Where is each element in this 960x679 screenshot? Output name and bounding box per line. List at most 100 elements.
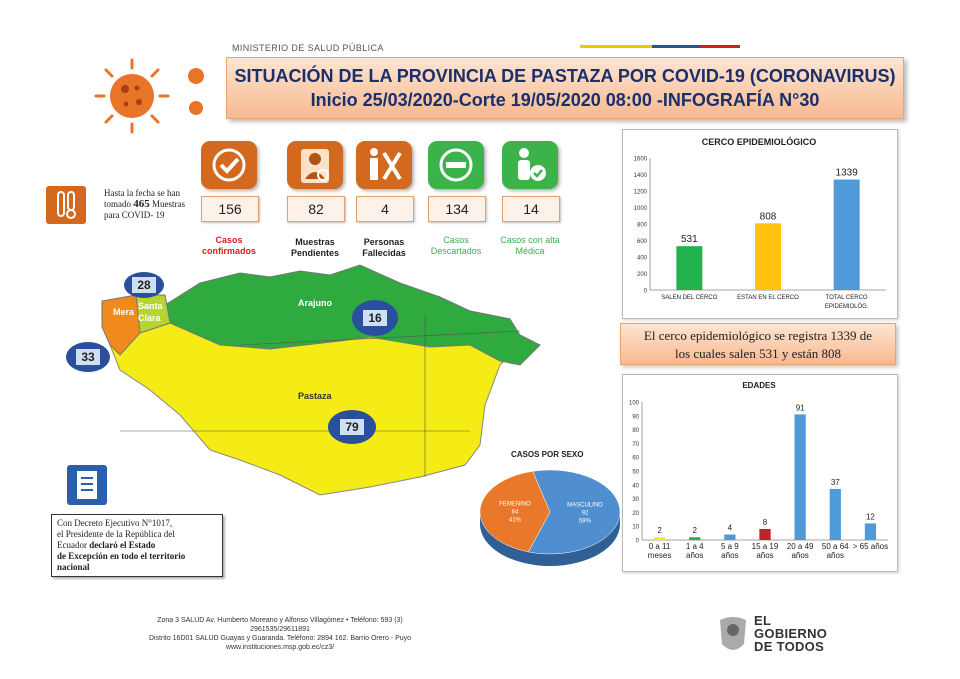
x-tick-label: 20 a 49 <box>787 542 814 551</box>
footer-contact: Zona 3 SALUD Av. Humberto Moreano y Alfo… <box>148 617 412 651</box>
map-label-santa-clara: Santa Clara <box>138 301 163 323</box>
data-label: 531 <box>681 234 698 245</box>
title-banner: SITUACIÓN DE LA PROVINCIA DE PASTAZA POR… <box>226 57 904 119</box>
x-tick-label: años <box>827 551 844 560</box>
x-tick-label: > 65 años <box>853 542 888 551</box>
y-tick-label: 800 <box>637 223 648 229</box>
y-tick-label: 1600 <box>634 157 648 163</box>
pie-percent: 59% <box>579 519 592 525</box>
data-label: 4 <box>728 523 733 532</box>
pie-label: MASCULINO <box>567 503 603 509</box>
y-tick-label: 70 <box>632 442 639 448</box>
cerco-bar-chart: 0 200 400 600 800 1000 1200 1400 1600 531 SALEN DE… <box>634 157 886 310</box>
flag-stripe <box>580 45 740 48</box>
y-tick-label: 1400 <box>634 173 648 179</box>
person-cross-icon <box>356 141 412 189</box>
tests-suffix: Muestras para COVID- 19 <box>104 199 185 220</box>
y-tick-label: 1200 <box>634 190 648 196</box>
x-tick-label: años <box>756 551 773 560</box>
ages-chart-title: EDADES <box>742 381 776 390</box>
discharge-icon <box>502 141 558 189</box>
stat-discarded-label: Casos Descartados <box>430 235 482 256</box>
stat-confirmed-label: Casos confirmados <box>201 235 256 256</box>
y-tick-label: 0 <box>636 539 640 545</box>
x-tick-label: 5 a 9 <box>721 542 739 551</box>
y-tick-label: 100 <box>629 401 640 407</box>
x-tick-label: TOTAL CERCO <box>826 295 868 301</box>
x-tick-label: 50 a 64 <box>822 542 849 551</box>
stat-discharged-value: 14 <box>502 196 560 222</box>
y-tick-label: 90 <box>632 414 639 420</box>
data-label: 12 <box>866 512 875 521</box>
x-tick-label: años <box>686 551 703 560</box>
y-tick-label: 40 <box>632 483 639 489</box>
map-label-pastaza: Pastaza <box>298 391 332 401</box>
map-label-mera: Mera <box>113 307 135 317</box>
bubble-pastaza: 79 <box>328 410 376 444</box>
data-label: 2 <box>657 526 662 535</box>
ministry-name: MINISTERIO DE SALUD PÚBLICA <box>232 43 384 53</box>
bar <box>755 223 781 290</box>
check-icon <box>201 141 257 189</box>
tests-taken-text: Hasta la fecha se han tomado 465 Muestra… <box>104 188 196 221</box>
x-tick-label: EPIDEMIOLÓG. <box>825 303 869 310</box>
y-tick-label: 20 <box>632 511 639 517</box>
bar <box>724 534 736 540</box>
y-tick-label: 400 <box>637 256 648 262</box>
stat-deceased-label: Personas Fallecidas <box>362 237 406 258</box>
pie-slice <box>527 469 621 555</box>
coat-of-arms-icon <box>716 614 750 656</box>
page-title: SITUACIÓN DE LA PROVINCIA DE PASTAZA POR… <box>234 66 896 86</box>
stat-confirmed-value: 156 <box>201 196 259 222</box>
government-logo-text: EL GOBIERNO DE TODOS <box>754 613 828 654</box>
x-tick-label: años <box>721 551 738 560</box>
page-subtitle: Inicio 25/03/2020-Corte 19/05/2020 08:00… <box>310 90 820 110</box>
bar <box>829 488 841 540</box>
stat-pending-label: Muestras Pendientes <box>290 237 339 258</box>
pie-slice <box>479 471 551 553</box>
bar <box>676 246 703 290</box>
x-tick-label: SALEN DEL CERCO <box>661 295 717 301</box>
bar <box>759 528 771 540</box>
decree-note: Con Decreto Ejecutivo N°1017, el Preside… <box>51 514 223 577</box>
map-label-arajuno: Arajuno <box>298 298 333 308</box>
x-tick-label: meses <box>648 551 672 560</box>
sex-chart-title: CASOS POR SEXO <box>511 450 584 459</box>
x-tick-label: ESTAN EN EL CERCO <box>737 295 799 301</box>
bar <box>833 179 860 290</box>
pie-value: 92 <box>582 511 589 517</box>
cerco-summary: El cerco epidemiológico se registra 1339… <box>620 323 896 365</box>
data-label: 8 <box>763 518 768 527</box>
data-label: 1339 <box>836 168 859 179</box>
y-tick-label: 1000 <box>634 206 648 212</box>
bar <box>653 537 666 540</box>
doctor-icon <box>287 141 343 189</box>
x-tick-label: 1 a 4 <box>686 542 704 551</box>
data-label: 91 <box>796 403 805 412</box>
x-tick-label: 0 a 11 <box>649 542 671 551</box>
y-tick-label: 0 <box>644 289 648 295</box>
data-label: 808 <box>760 211 777 222</box>
pie-value: 64 <box>512 509 519 515</box>
y-tick-label: 60 <box>632 456 639 462</box>
data-label: 2 <box>692 526 697 535</box>
y-tick-label: 10 <box>632 525 639 531</box>
checklist-icon <box>67 465 107 505</box>
y-tick-label: 600 <box>637 239 648 245</box>
x-tick-label: años <box>791 551 808 560</box>
y-tick-label: 80 <box>632 428 639 434</box>
pie-label: FEMENINO <box>499 501 531 507</box>
bar <box>689 537 701 540</box>
tests-prefix: Hasta la fecha se han tomado <box>104 188 180 209</box>
tests-count: 465 <box>133 198 150 210</box>
y-tick-label: 30 <box>632 497 639 503</box>
bubble-santa-clara: 28 <box>124 272 164 298</box>
bar <box>794 414 806 540</box>
pie-percent: 41% <box>509 517 522 523</box>
bar <box>864 523 877 540</box>
stat-discarded-value: 134 <box>428 196 486 222</box>
cerco-chart-title: CERCO EPIDEMIOLÓGICO <box>701 137 817 147</box>
bubble-arajuno: 16 <box>352 300 398 336</box>
test-tube-icon <box>46 186 86 224</box>
